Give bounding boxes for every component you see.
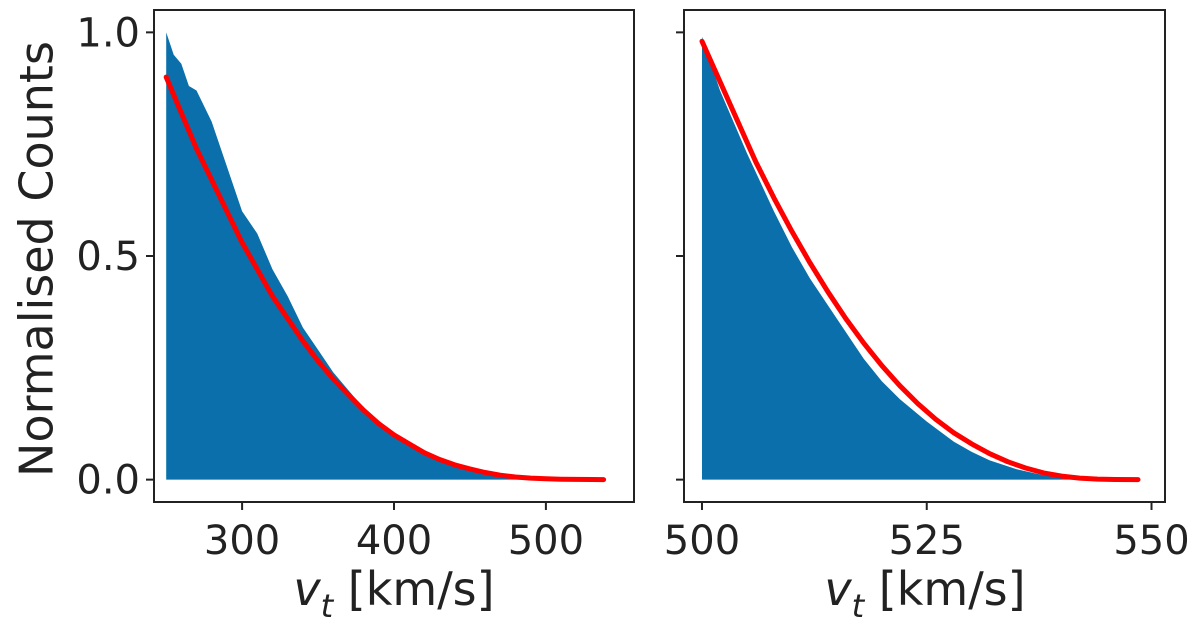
left-y-tick-label: 1.0 (76, 10, 140, 56)
right-xlabel-subscript: t (852, 587, 866, 625)
left-y-tick-label: 0.0 (76, 458, 140, 504)
right-x-tick-label: 500 (664, 518, 740, 564)
right-x-tick-label: 550 (1113, 518, 1189, 564)
left-xlabel-units: [km/s] (333, 562, 494, 616)
left-panel: 300 400 500 0.0 0.5 1.0 vt [km/s] (76, 9, 635, 625)
right-x-axis-label: vt [km/s] (824, 562, 1025, 625)
right-histogram-area (702, 36, 1134, 480)
y-axis-label: Normalised Counts (10, 41, 64, 477)
right-fit-line (699, 38, 1141, 483)
left-x-tick-label: 300 (204, 518, 280, 564)
left-x-axis-label: vt [km/s] (293, 562, 494, 625)
left-y-tick-label: 0.5 (76, 234, 140, 280)
left-x-tick-label: 500 (508, 518, 584, 564)
right-xlabel-symbol: v (824, 562, 852, 616)
left-xlabel-subscript: t (321, 587, 335, 625)
left-fit-line (163, 74, 607, 483)
right-panel: 500 525 550 vt [km/s] (664, 9, 1190, 625)
right-x-tick-label: 525 (889, 518, 965, 564)
right-xlabel-units: [km/s] (864, 562, 1025, 616)
left-xlabel-symbol: v (293, 562, 321, 616)
left-histogram-area (166, 32, 577, 480)
left-x-tick-label: 400 (356, 518, 432, 564)
